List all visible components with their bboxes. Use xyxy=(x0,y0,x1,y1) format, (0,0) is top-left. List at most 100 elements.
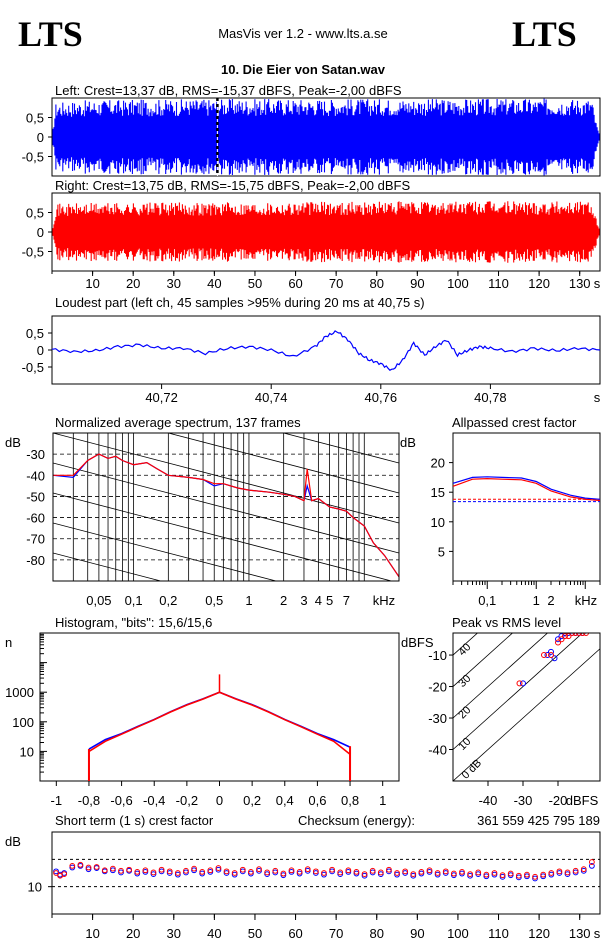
short-crest-right-point xyxy=(337,869,344,876)
short-crest-xtick-label: 20 xyxy=(126,926,140,941)
right-waveform-title: Right: Crest=13,75 dB, RMS=-15,75 dBFS, … xyxy=(55,178,410,193)
loudest-ytick-label: -0,5 xyxy=(22,360,44,375)
short-crest-xtick-label: 10 xyxy=(85,926,99,941)
short-crest-right-point xyxy=(532,873,538,880)
time-tick-label: 80 xyxy=(370,276,384,291)
spectrum-xtick-label: 7 xyxy=(343,593,350,608)
short-crest-right-point xyxy=(304,866,311,873)
short-crest-xtick-label: 80 xyxy=(370,926,384,941)
short-crest-left-point xyxy=(491,871,498,878)
short-crest-left-point xyxy=(361,872,368,879)
histogram-xtick-label: -0,8 xyxy=(78,793,100,808)
short-crest-right-point xyxy=(418,869,425,875)
peak-rms-right-point xyxy=(572,633,579,636)
short-crest-left-point xyxy=(377,871,384,877)
short-crest-xtick-label: 90 xyxy=(410,926,424,941)
short-crest-left-point xyxy=(329,868,335,875)
spectrum-ytick-label: -40 xyxy=(26,468,45,483)
short-crest-right-point xyxy=(158,866,165,873)
spectrum-plot-area xyxy=(53,433,399,763)
file-title: 10. Die Eier von Satan.wav xyxy=(221,62,386,77)
histogram-xtick-label: 0,2 xyxy=(243,793,261,808)
peak-rms-title: Peak vs RMS level xyxy=(452,615,561,630)
short-crest-left-point xyxy=(540,873,547,880)
spectrum-slope xyxy=(282,433,399,464)
short-crest-right-point xyxy=(61,871,68,877)
histogram-xtick-label: -0,6 xyxy=(110,793,132,808)
short-crest-right-point xyxy=(434,870,441,876)
spectrum-right-line xyxy=(53,453,399,578)
short-crest-left-point xyxy=(499,873,506,880)
short-crest-left-point xyxy=(69,864,76,871)
short-crest-right-point xyxy=(77,861,84,868)
short-crest-left-point xyxy=(199,870,206,877)
spectrum-ytick-label: -60 xyxy=(26,511,45,526)
short-crest-unit-label: s xyxy=(594,926,601,941)
time-tick-label: 50 xyxy=(248,276,262,291)
short-crest-left-point xyxy=(215,866,222,873)
logo-right: LTS xyxy=(512,14,577,54)
time-unit-label: s xyxy=(594,276,601,291)
short-crest-right-point xyxy=(296,869,303,875)
peak-rms-frame xyxy=(452,632,601,782)
short-crest-right-point xyxy=(361,871,368,877)
short-crest-xtick-label: 120 xyxy=(528,926,550,941)
time-tick-label: 20 xyxy=(126,276,140,291)
peak-rms-ylabel: dBFS xyxy=(401,635,434,650)
spectrum-ylabel: dB xyxy=(5,435,21,450)
short-crest-left-point xyxy=(442,870,449,876)
short-crest-right-point xyxy=(394,870,400,876)
peak-rms-left-point xyxy=(551,655,558,662)
peak-rms-left-point xyxy=(555,636,561,643)
short-crest-right-point xyxy=(540,871,547,878)
crest-right-line xyxy=(452,477,601,502)
histogram-ytick-label: 1000 xyxy=(5,685,34,700)
peak-rms-right-point xyxy=(565,633,572,640)
spectrum-slope xyxy=(53,673,399,763)
short-crest-left-point xyxy=(507,872,514,879)
peak-rms-right-point xyxy=(558,636,565,643)
spectrum-left-line xyxy=(53,453,399,578)
spectrum-xtick-label: 4 xyxy=(315,593,322,608)
short-crest-left-point xyxy=(150,871,157,877)
short-crest-right-point xyxy=(329,866,335,873)
short-crest-ytick-label: 10 xyxy=(28,880,42,895)
short-crest-right-point xyxy=(483,871,490,878)
peak-rms-diagonal-label: 40 xyxy=(456,641,473,658)
short-crest-right-point xyxy=(85,864,92,871)
histogram-title: Histogram, "bits": 15,6/15,6 xyxy=(55,615,212,630)
short-crest-left-point xyxy=(183,869,189,876)
loudest-ytick-label: 0,5 xyxy=(26,326,44,341)
short-crest-xtick-label: 130 xyxy=(569,926,591,941)
peak-rms-left-point xyxy=(565,633,572,636)
time-tick-label: 120 xyxy=(528,276,550,291)
right-waveform-signal xyxy=(52,201,600,263)
peak-rms-right-point xyxy=(548,652,554,659)
peak-rms-diagonal-label: 10 xyxy=(456,736,473,753)
time-tick-label: 40 xyxy=(207,276,221,291)
short-crest-left-point xyxy=(207,869,214,875)
short-crest-right-point xyxy=(93,864,100,870)
histogram-left-line xyxy=(88,691,351,750)
peak-rms-xtick-label: -30 xyxy=(514,793,533,808)
short-crest-right-point xyxy=(507,870,514,877)
short-crest-right-point xyxy=(410,871,417,877)
short-crest-left-point xyxy=(580,867,587,874)
short-crest-left-point xyxy=(459,870,465,877)
left-waveform-signal xyxy=(52,98,600,176)
short-crest-ylabel: dB xyxy=(5,834,21,849)
short-crest-left-point xyxy=(239,868,246,875)
short-crest-left-point xyxy=(394,871,400,878)
short-crest-right-point xyxy=(174,870,181,876)
short-crest-right-point xyxy=(450,870,457,877)
short-crest-left-point xyxy=(386,868,392,875)
time-tick-label: 10 xyxy=(85,276,99,291)
short-crest-left-point xyxy=(418,870,425,877)
short-crest-right-point xyxy=(353,869,360,875)
histogram-frame xyxy=(39,632,400,782)
short-crest-xtick-label: 30 xyxy=(167,926,181,941)
short-crest-left-point xyxy=(272,869,279,876)
short-crest-left-point xyxy=(434,871,441,878)
crest-ytick-label: 15 xyxy=(431,485,445,500)
